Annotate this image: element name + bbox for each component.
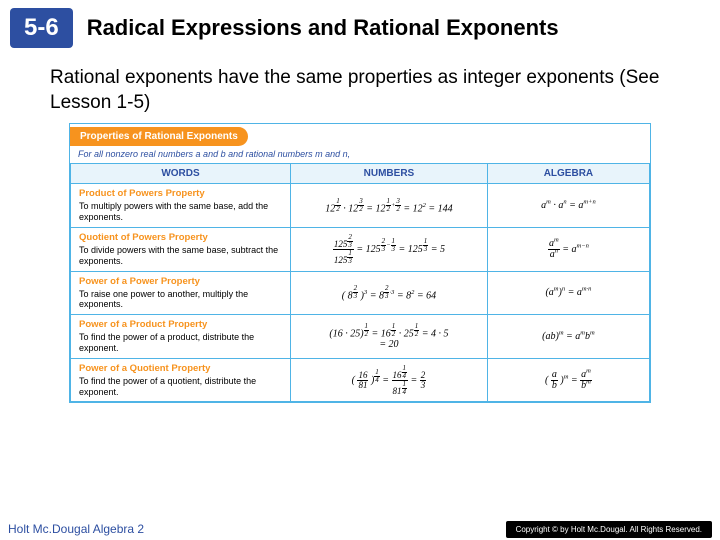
- col-algebra: ALGEBRA: [487, 164, 649, 184]
- property-title: Quotient of Powers Property: [79, 232, 282, 243]
- properties-table: WORDS NUMBERS ALGEBRA Product of Powers …: [70, 163, 650, 402]
- table-row: Quotient of Powers Property To divide pow…: [71, 227, 650, 271]
- page-header: 5-6 Radical Expressions and Rational Exp…: [0, 0, 720, 60]
- property-body: To raise one power to another, multiply …: [79, 289, 282, 311]
- table-row: Power of a Product Property To find the p…: [71, 315, 650, 359]
- properties-box: Properties of Rational Exponents For all…: [69, 123, 651, 403]
- numbers-cell: 1252312513 = 12523−13 = 12513 = 5: [291, 227, 488, 271]
- section-badge: 5-6: [10, 8, 73, 48]
- intro-text: Rational exponents have the same propert…: [0, 60, 720, 119]
- words-cell: Power of a Product Property To find the p…: [71, 315, 291, 359]
- algebra-cell: aman = am−n: [487, 227, 649, 271]
- algebra-cell: (am)n = am·n: [487, 271, 649, 315]
- numbers-cell: 1212 · 1232 = 1212+32 = 122 = 144: [291, 184, 488, 228]
- numbers-cell: (16 · 25)12 = 1612 · 2512 = 4 · 5= 20: [291, 315, 488, 359]
- words-cell: Power of a Quotient Property To find the …: [71, 358, 291, 402]
- property-body: To find the power of a product, distribu…: [79, 332, 282, 354]
- property-body: To find the power of a quotient, distrib…: [79, 376, 282, 398]
- algebra-cell: ( ab )m = ambm: [487, 358, 649, 402]
- words-cell: Quotient of Powers Property To divide pow…: [71, 227, 291, 271]
- col-numbers: NUMBERS: [291, 164, 488, 184]
- copyright-badge: Copyright © by Holt Mc.Dougal. All Right…: [506, 521, 712, 538]
- property-title: Power of a Power Property: [79, 276, 282, 287]
- numbers-cell: ( 823 )3 = 823·3 = 82 = 64: [291, 271, 488, 315]
- property-body: To divide powers with the same base, sub…: [79, 245, 282, 267]
- property-title: Power of a Product Property: [79, 319, 282, 330]
- page-title: Radical Expressions and Rational Exponen…: [87, 15, 559, 41]
- words-cell: Product of Powers Property To multiply po…: [71, 184, 291, 228]
- property-title: Power of a Quotient Property: [79, 363, 282, 374]
- algebra-cell: am · an = am+n: [487, 184, 649, 228]
- box-tab: Properties of Rational Exponents: [70, 127, 248, 146]
- property-title: Product of Powers Property: [79, 188, 282, 199]
- col-words: WORDS: [71, 164, 291, 184]
- box-subheading: For all nonzero real numbers a and b and…: [70, 146, 650, 163]
- algebra-cell: (ab)m = ambm: [487, 315, 649, 359]
- property-body: To multiply powers with the same base, a…: [79, 201, 282, 223]
- numbers-cell: ( 1681 )14 = 16148114 = 23: [291, 358, 488, 402]
- page-footer: Holt Mc.Dougal Algebra 2 Copyright © by …: [0, 519, 720, 539]
- table-row: Power of a Power Property To raise one po…: [71, 271, 650, 315]
- words-cell: Power of a Power Property To raise one po…: [71, 271, 291, 315]
- table-row: Power of a Quotient Property To find the …: [71, 358, 650, 402]
- table-row: Product of Powers Property To multiply po…: [71, 184, 650, 228]
- footer-left: Holt Mc.Dougal Algebra 2: [8, 522, 144, 536]
